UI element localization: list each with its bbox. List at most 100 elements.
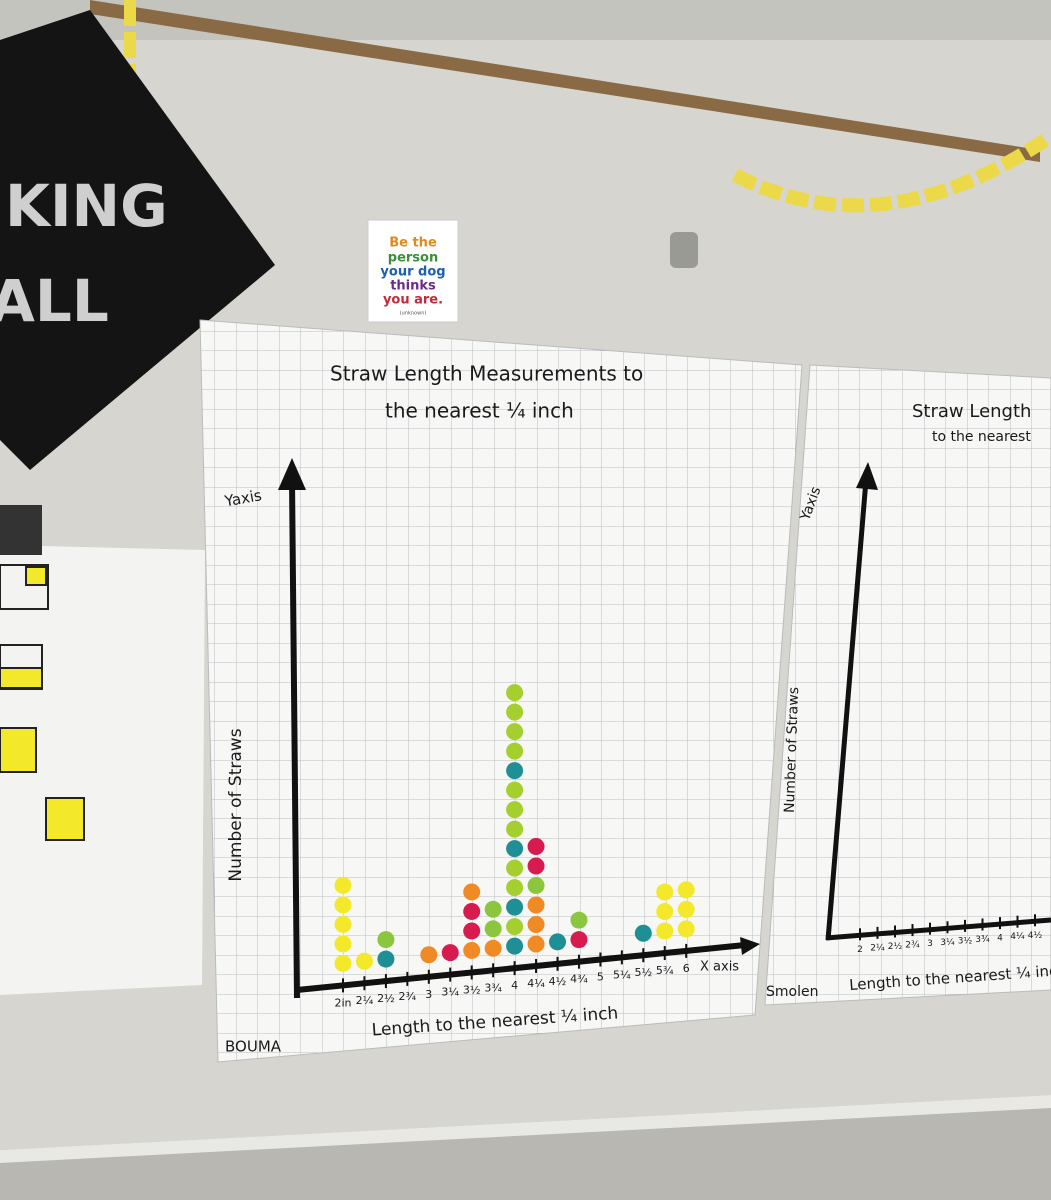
dot xyxy=(506,762,524,780)
dot xyxy=(656,883,674,901)
x-tick-label: 2¾ xyxy=(399,990,417,1003)
x-axis-name: X axis xyxy=(700,960,739,975)
tray-edge xyxy=(0,1095,1051,1163)
poster-2-ticks: 2 2¼ 2½ 2¾ 3 3¼ 3½ 3¾ 4 4¼ 4½ xyxy=(857,914,1042,955)
dot xyxy=(527,857,545,875)
squares-drawing xyxy=(0,564,85,841)
dot xyxy=(549,933,566,951)
dot xyxy=(463,941,481,959)
poster-2-tick-label: 2¼ xyxy=(870,943,885,953)
sticker-credit: (unknown) xyxy=(400,311,427,317)
author: BOUMA xyxy=(225,1038,282,1056)
sticker xyxy=(367,219,459,323)
sign-text: ALL xyxy=(0,267,109,335)
dot xyxy=(677,900,695,918)
x-tick-label: 5 xyxy=(597,971,604,984)
dot xyxy=(484,920,502,938)
x-tick-label: 5½ xyxy=(634,966,652,979)
dot xyxy=(506,898,524,916)
magnet-clip xyxy=(670,232,698,268)
dot xyxy=(527,837,545,855)
x-tick-label: 4 xyxy=(511,979,518,992)
dot xyxy=(420,946,438,964)
dot xyxy=(506,937,524,955)
sign xyxy=(0,10,275,470)
dot xyxy=(441,944,459,962)
dot xyxy=(377,950,395,968)
poster-2-tick-label: 3¾ xyxy=(975,935,990,945)
dot xyxy=(677,920,695,938)
dot xyxy=(506,859,524,877)
dot xyxy=(334,915,352,933)
dot-column xyxy=(527,837,545,953)
dot xyxy=(506,703,524,721)
x-tick-label: 2in xyxy=(334,996,351,1009)
y-axis-arrow xyxy=(278,458,306,490)
dot xyxy=(527,915,545,933)
dot xyxy=(506,840,524,858)
dot xyxy=(656,903,674,921)
dot xyxy=(506,879,524,897)
dot-column xyxy=(463,883,481,959)
x-axis-arrow xyxy=(740,937,760,955)
y-axis-label: Number of Straws xyxy=(226,728,246,881)
dot-column xyxy=(634,924,652,942)
poster-2-tick-label: 2 xyxy=(857,945,863,955)
dot xyxy=(527,935,545,953)
dot-column xyxy=(355,952,373,970)
dot xyxy=(334,896,352,914)
dot xyxy=(634,924,652,942)
poster-2-tick-label: 4¼ xyxy=(1010,932,1025,942)
chart-title: Straw Length Measurements to xyxy=(330,362,643,386)
dot xyxy=(527,896,545,914)
poster-2-tick-label: 2¾ xyxy=(905,941,920,951)
x-tick-label: 6 xyxy=(683,962,690,975)
dot xyxy=(677,881,695,899)
dot xyxy=(334,935,352,953)
dot xyxy=(355,952,373,970)
dot xyxy=(463,922,481,940)
poster-2-x-axis xyxy=(825,917,1051,941)
y-axis xyxy=(289,479,300,999)
chart-subtitle: the nearest ¼ inch xyxy=(385,399,574,423)
x-tick-label: 2¼ xyxy=(356,994,374,1007)
sticker-text: thinks xyxy=(390,279,436,294)
x-tick-label: 3¾ xyxy=(484,981,502,994)
sign-text: KING xyxy=(5,172,168,240)
poster-2-tick-label: 3½ xyxy=(958,936,973,946)
x-tick-label: 3 xyxy=(425,988,432,1001)
poster-2-y-axis xyxy=(825,479,869,941)
x-axis xyxy=(296,942,746,993)
dot xyxy=(506,820,524,838)
dot xyxy=(570,911,588,929)
dot-column xyxy=(549,933,566,951)
dot-column xyxy=(506,684,524,955)
dot xyxy=(506,684,524,702)
x-tick-label: 5¾ xyxy=(656,964,674,977)
poster-2-y-arrow xyxy=(856,462,878,490)
dot xyxy=(377,931,395,949)
poster-2-tick-label: 3 xyxy=(927,939,933,949)
dot xyxy=(506,781,524,799)
sticker-text: Be the xyxy=(389,236,437,251)
dot xyxy=(656,922,674,940)
dot xyxy=(334,954,352,972)
poster-2-tick-label: 4½ xyxy=(1028,931,1043,941)
dot-column xyxy=(441,944,459,962)
magnet xyxy=(0,505,42,555)
x-tick-label: 4¾ xyxy=(570,973,588,986)
poster-2-tick-label: 2½ xyxy=(888,942,903,952)
x-tick-label: 4½ xyxy=(549,975,567,988)
dot xyxy=(463,883,481,901)
dot-column xyxy=(334,876,352,972)
dot-column xyxy=(484,900,502,957)
x-tick-label: 3¼ xyxy=(441,986,459,999)
sticker-text: person xyxy=(388,251,438,266)
dot xyxy=(484,900,502,918)
x-tick-label: 3½ xyxy=(463,983,481,996)
dot xyxy=(506,723,524,741)
dot xyxy=(484,939,502,957)
dot xyxy=(506,742,524,760)
